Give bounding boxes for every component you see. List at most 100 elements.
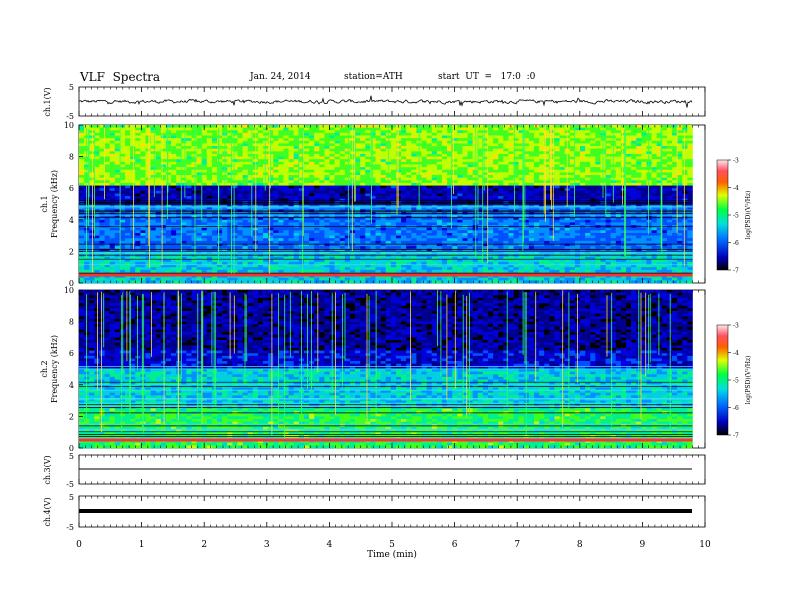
spectrogram-cell — [620, 196, 627, 200]
spectrogram-cell — [288, 130, 295, 134]
station-label: station=ATH — [344, 72, 403, 82]
spectrogram-cell — [513, 169, 519, 173]
spectrogram-cell — [672, 127, 678, 131]
spectrogram-cell — [324, 196, 330, 200]
spectrogram-cell — [477, 204, 484, 207]
spectrogram-cell — [493, 227, 499, 231]
spectrogram-cell — [452, 151, 458, 155]
spectrogram-cell — [569, 135, 576, 139]
spectrogram-cell — [84, 232, 90, 236]
spectrogram-cell — [130, 132, 136, 136]
spectrogram-cell — [462, 161, 468, 165]
spectrogram-cell — [406, 177, 412, 181]
spectrogram-cell — [380, 151, 387, 155]
spectrogram-cell — [375, 138, 381, 142]
spectrogram-cell — [452, 156, 458, 160]
spectrogram-cell — [283, 146, 289, 149]
spectrogram-cell — [242, 161, 248, 165]
spectrogram-cell — [656, 219, 663, 223]
spectrogram-cell — [574, 172, 581, 176]
spectrogram-cell — [130, 227, 136, 231]
spectrogram-cell — [314, 190, 320, 194]
spectrogram-cell — [176, 161, 182, 165]
spectrogram-cell — [436, 130, 443, 134]
spectrogram-cell — [165, 169, 172, 173]
spectrogram-cell — [186, 217, 192, 221]
spectrogram-cell — [559, 146, 565, 149]
spectrogram-cell — [411, 193, 417, 197]
spectrogram-cell — [298, 219, 305, 223]
spectrogram-cell — [447, 175, 453, 178]
spectrogram-cell — [406, 222, 412, 226]
spectrogram-cell — [201, 135, 208, 139]
spectrogram-cell — [365, 217, 371, 221]
spectrogram-cell — [257, 232, 264, 236]
spectrogram-cell — [656, 130, 663, 134]
spectrogram-cell — [487, 219, 494, 223]
spectrogram-cell — [237, 227, 243, 231]
spectrogram-cell — [636, 185, 642, 189]
spectrogram-cell — [140, 217, 146, 221]
spectrogram-cell — [365, 227, 371, 231]
spectrogram-cell — [615, 196, 622, 200]
spectrogram-cell — [569, 185, 576, 189]
spectrogram-cell — [595, 127, 601, 131]
spectrogram-cell — [232, 125, 238, 128]
spectrogram-cell — [263, 143, 269, 147]
spectrogram-cell — [631, 196, 637, 200]
spectrogram-cell — [130, 185, 136, 189]
spectrogram-cell — [191, 132, 197, 136]
spectrogram-cell — [191, 230, 197, 234]
spectrogram-cell — [498, 175, 504, 178]
spectrogram-cell — [487, 222, 494, 226]
spectrogram-cell — [119, 232, 126, 236]
spectrogram-cell — [441, 196, 448, 200]
spectrogram-cell — [493, 138, 499, 142]
spectrogram-cell — [385, 232, 392, 236]
spectrogram-cell — [232, 193, 238, 197]
spectrogram-cell — [99, 188, 105, 192]
spectrogram-cell — [441, 140, 448, 144]
spectrogram-cell — [324, 175, 330, 178]
spectrogram-cell — [155, 167, 162, 171]
spectrogram-cell — [89, 180, 95, 184]
spectrogram-cell — [329, 227, 335, 231]
spectrogram-cell — [651, 217, 657, 221]
spectrogram-cell — [549, 143, 555, 147]
spectrogram-cell — [339, 167, 346, 171]
spectrogram-cell — [605, 127, 611, 131]
spectrogram-cell — [636, 161, 642, 165]
spectrogram-cell — [672, 188, 678, 192]
spectrogram-cell — [401, 204, 407, 207]
spectrogram-cell — [206, 190, 213, 194]
spectrogram-cell — [462, 156, 468, 160]
spectrogram-cell — [436, 222, 443, 226]
spectrogram-cell — [677, 135, 683, 139]
spectrogram-cell — [186, 146, 192, 149]
spectrogram-cell — [324, 182, 330, 186]
spectrogram-cell — [477, 182, 484, 186]
spectrogram-cell — [559, 164, 565, 168]
spectrogram-cell — [150, 127, 156, 131]
spectrogram-cell — [590, 190, 596, 194]
spectrogram-cell — [191, 125, 197, 128]
spectrogram-cell — [242, 227, 248, 231]
spectrogram-cell — [191, 151, 197, 155]
spectrogram-cell — [181, 159, 187, 163]
spectrogram-cell — [677, 175, 683, 178]
spectrogram-cell — [472, 196, 479, 200]
spectrogram-cell — [595, 146, 601, 149]
spectrogram-cell — [682, 153, 688, 157]
spectrogram-cell — [641, 140, 647, 144]
spectrogram-cell — [135, 127, 141, 131]
spectrogram-cell — [503, 182, 509, 186]
spectrogram-cell — [196, 125, 202, 128]
spectrogram-cell — [462, 204, 468, 207]
spectrogram-cell — [452, 196, 458, 200]
spectrogram-cell — [477, 138, 484, 142]
spectrogram-cell — [114, 232, 121, 236]
spectrogram-cell — [672, 167, 678, 171]
spectrogram-cell — [140, 196, 146, 200]
spectrogram-cell — [293, 222, 300, 226]
spectrogram-cell — [319, 130, 325, 134]
